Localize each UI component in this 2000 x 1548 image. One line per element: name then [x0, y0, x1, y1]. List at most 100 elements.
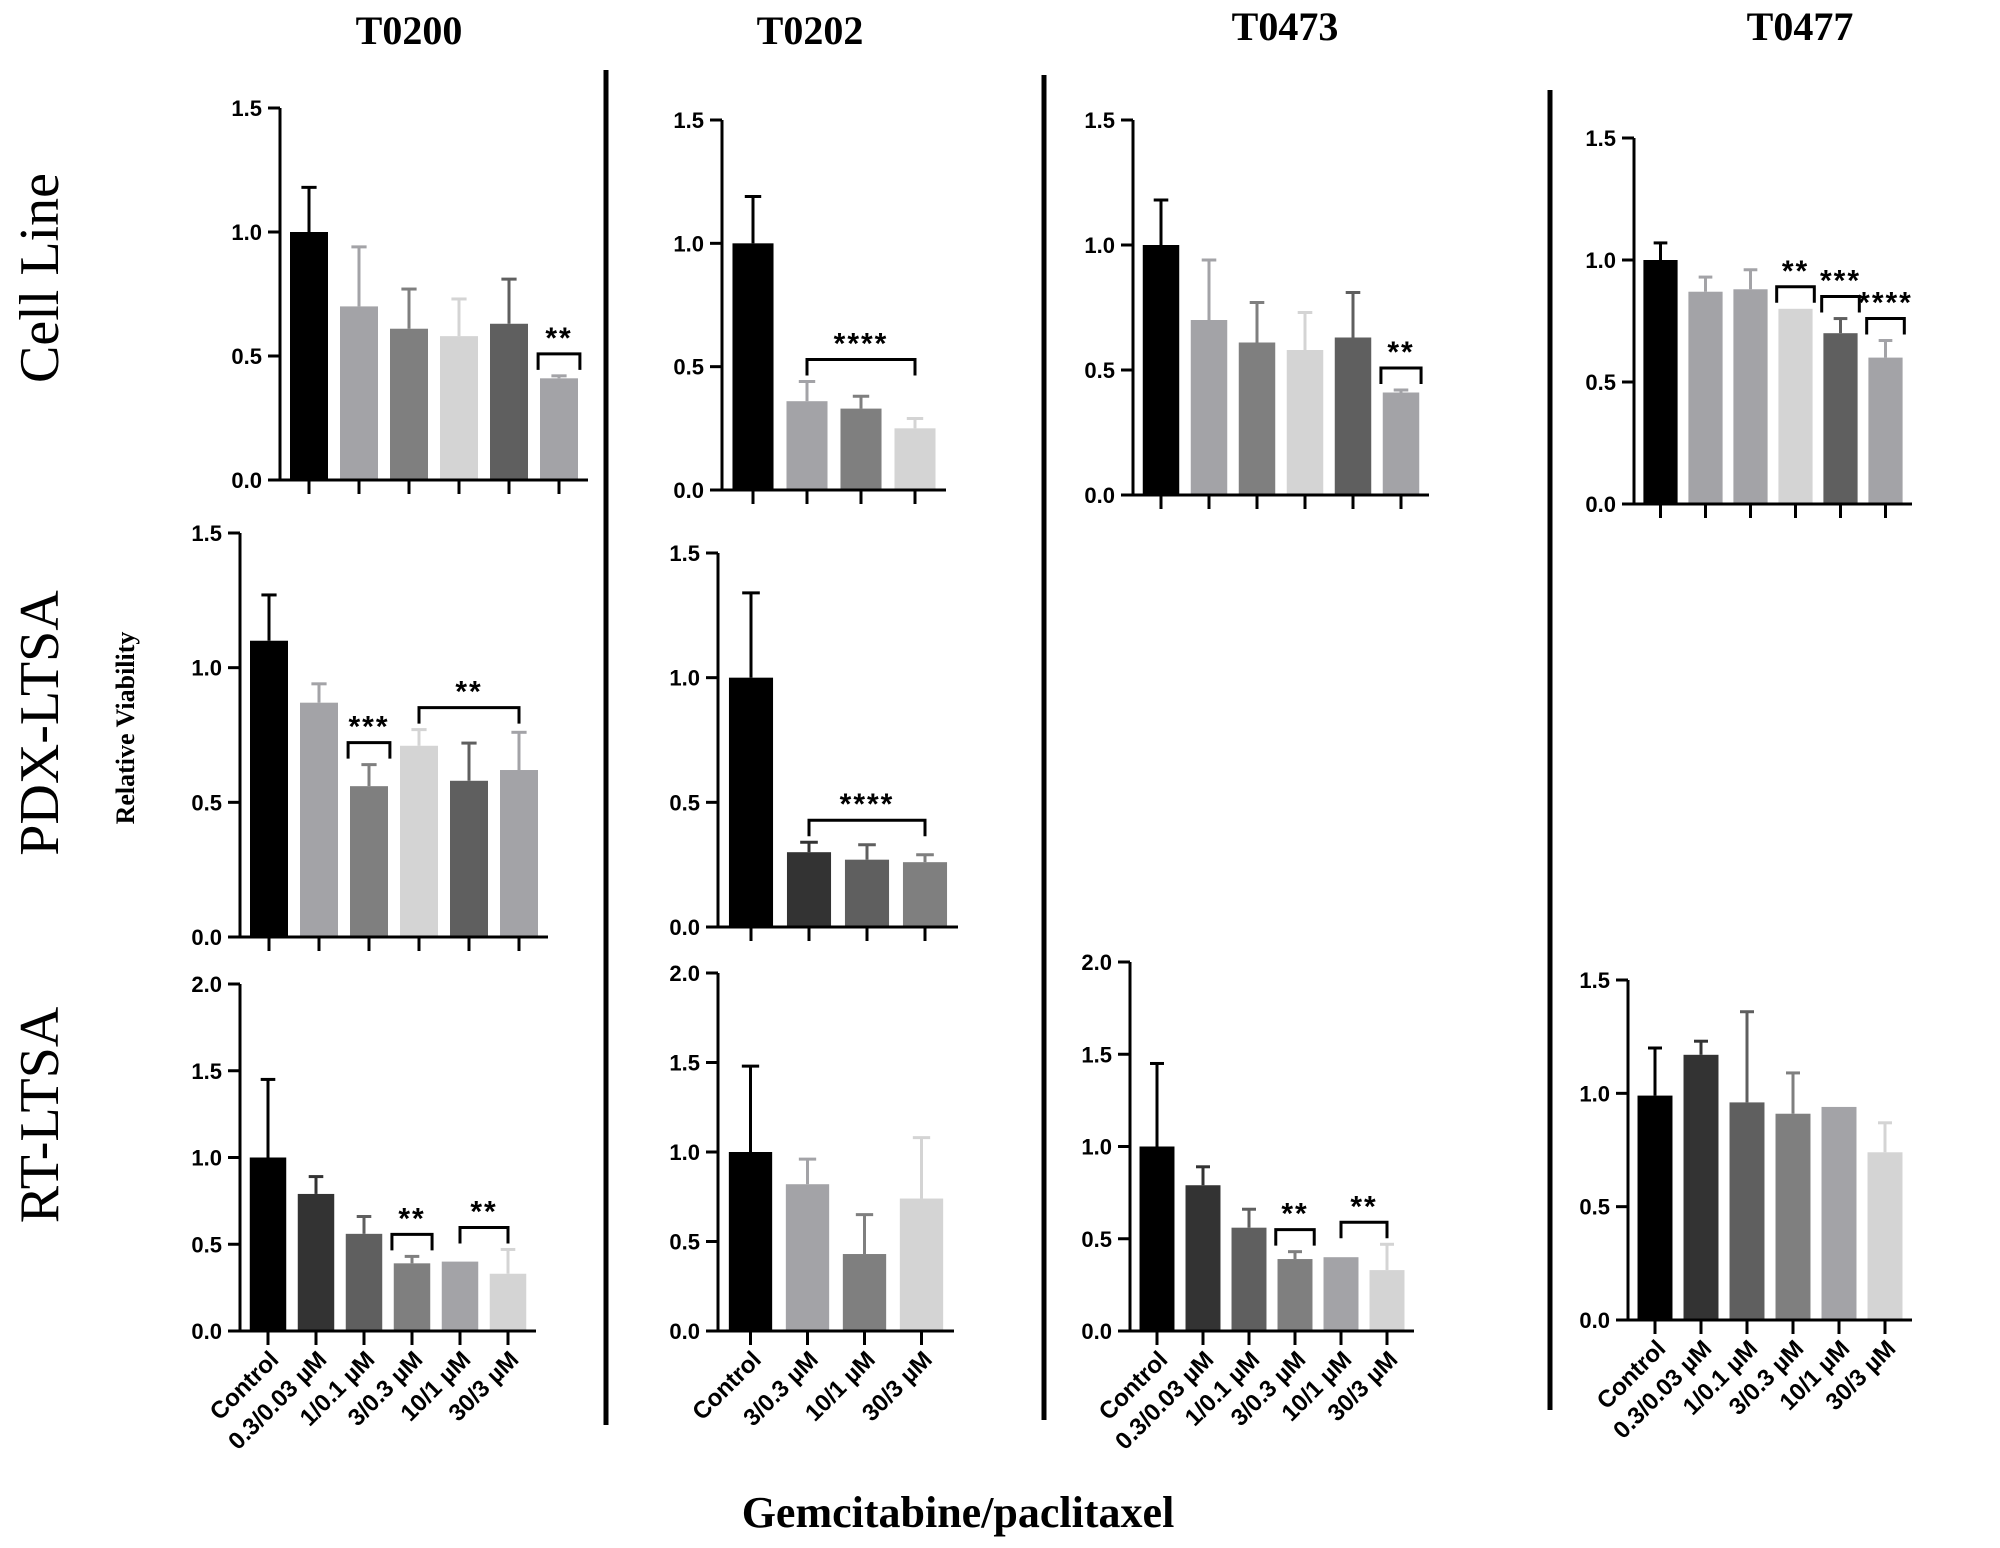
bar [786, 401, 828, 490]
bar [1775, 1113, 1811, 1320]
y-tick-label: 1.0 [1579, 1081, 1610, 1106]
significance-label: ** [455, 676, 482, 709]
bar [728, 677, 774, 927]
y-tick-label: 0.0 [1579, 1308, 1610, 1333]
significance-bracket [536, 352, 582, 370]
bar [1277, 1259, 1313, 1331]
bar [1369, 1270, 1405, 1331]
column-title-t0473: T0473 [1232, 4, 1339, 49]
bar [842, 1254, 887, 1331]
bar [340, 306, 378, 480]
bar [1733, 289, 1768, 504]
significance-bracket [1820, 295, 1861, 313]
y-tick-label: 1.0 [1084, 233, 1115, 258]
panel-T0473-cell-line: 0.0 0.5 1.0 1.5 ** [1084, 108, 1429, 509]
y-tick-label: 0.5 [1579, 1195, 1610, 1220]
y-tick-label: 0.0 [673, 478, 704, 503]
bar [786, 852, 832, 927]
bar [290, 232, 328, 480]
significance-label: ** [1350, 1190, 1377, 1223]
bar [1821, 1106, 1857, 1320]
significance-bracket [417, 706, 521, 724]
significance-label: *** [348, 711, 389, 744]
bar [1382, 392, 1420, 495]
y-tick-label: 1.5 [231, 96, 262, 121]
y-tick-label: 0.0 [1585, 492, 1616, 517]
bar [899, 1198, 944, 1331]
bar [1185, 1185, 1221, 1331]
y-tick-label: 0.0 [1084, 483, 1115, 508]
bar [540, 378, 578, 480]
bar [400, 745, 438, 937]
significance-bracket [1865, 317, 1906, 335]
significance-bracket [390, 1232, 434, 1251]
y-tick-label: 0.5 [669, 1230, 700, 1255]
y-tick-label: 1.5 [1579, 968, 1610, 993]
bar [350, 786, 388, 937]
panel-T0202-pdx-ltsa: 0.0 0.5 1.0 1.5 **** [669, 541, 958, 941]
y-tick-label: 0.0 [191, 925, 222, 950]
y-tick-label: 0.5 [191, 790, 222, 815]
bar [1238, 342, 1276, 495]
significance-label: *** [1820, 265, 1861, 298]
y-tick-label: 0.5 [669, 790, 700, 815]
bar [902, 862, 948, 927]
column-title-t0202: T0202 [757, 8, 864, 53]
column-title-t0477: T0477 [1747, 4, 1854, 49]
row-title-rt-ltsa: RT-LTSA [9, 1006, 71, 1223]
y-tick-label: 0.5 [1081, 1227, 1112, 1252]
panel-T0477-cell-line: 0.00.51.01.5** ******* [1585, 126, 1912, 518]
y-axis-label: Relative Viability [111, 632, 140, 825]
significance-label: **** [840, 788, 895, 821]
column-title-t0200: T0200 [356, 8, 463, 53]
bar [728, 1152, 773, 1331]
bar [450, 780, 488, 937]
y-tick-label: 1.5 [669, 541, 700, 566]
bar [393, 1263, 431, 1331]
y-tick-label: 0.0 [669, 1319, 700, 1344]
bar [440, 336, 478, 480]
x-axis-label: Gemcitabine/paclitaxel [742, 1488, 1175, 1537]
y-tick-label: 2.0 [191, 972, 222, 997]
y-tick-label: 1.0 [1585, 248, 1616, 273]
y-tick-label: 1.5 [673, 108, 704, 133]
bar [844, 859, 890, 927]
y-tick-label: 1.5 [1084, 108, 1115, 133]
significance-label: ** [1281, 1198, 1308, 1231]
significance-bracket [346, 741, 392, 759]
y-tick-label: 0.0 [191, 1319, 222, 1344]
bar [300, 702, 338, 937]
y-tick-label: 1.0 [669, 666, 700, 691]
y-tick-label: 1.0 [669, 1140, 700, 1165]
bar [732, 243, 774, 490]
y-tick-label: 0.0 [669, 915, 700, 940]
bar [1286, 350, 1324, 495]
bar [297, 1193, 335, 1331]
y-tick-label: 0.5 [1084, 358, 1115, 383]
significance-bracket [1775, 285, 1816, 303]
y-tick-label: 0.5 [231, 344, 262, 369]
y-tick-label: 1.0 [673, 231, 704, 256]
significance-label: ** [545, 322, 572, 355]
significance-label: ** [398, 1202, 425, 1235]
bar [1643, 260, 1678, 504]
bar [1688, 291, 1723, 504]
bar [1778, 308, 1813, 504]
significance-bracket [805, 357, 917, 376]
y-tick-label: 1.5 [1585, 126, 1616, 151]
significance-bracket [1379, 366, 1423, 384]
y-tick-label: 0.5 [191, 1232, 222, 1257]
bar [1142, 245, 1180, 495]
panel-T0200-pdx-ltsa: 0.00.51.01.5***** [191, 521, 548, 951]
bar [441, 1261, 479, 1331]
bar [249, 1157, 287, 1331]
y-tick-label: 2.0 [1081, 950, 1112, 975]
y-tick-label: 1.5 [669, 1051, 700, 1076]
bar [345, 1233, 383, 1331]
bar [250, 640, 288, 937]
y-tick-label: 1.0 [191, 656, 222, 681]
y-tick-label: 1.0 [191, 1146, 222, 1171]
